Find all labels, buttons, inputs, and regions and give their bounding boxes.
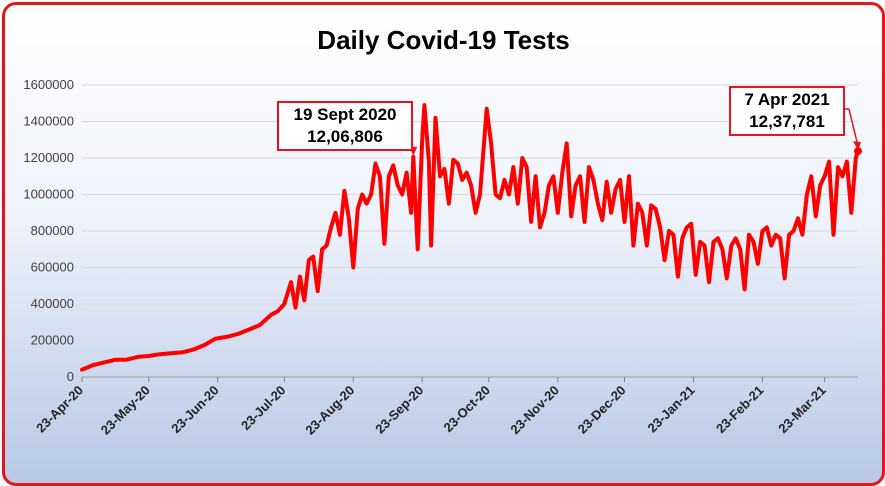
y-tick-label: 400000 <box>31 296 74 311</box>
y-tick-label: 800000 <box>31 223 74 238</box>
x-tick-label: 23-Feb-21 <box>713 383 767 437</box>
chart-title: Daily Covid-19 Tests <box>317 25 570 55</box>
annotation-date: 19 Sept 2020 <box>293 105 397 124</box>
annotation-arrow <box>848 108 859 147</box>
y-tick-label: 600000 <box>31 260 74 275</box>
y-tick-label: 0 <box>67 369 74 384</box>
x-tick-label: 23-Apr-20 <box>33 383 86 436</box>
x-tick-label: 23-Mar-21 <box>775 383 829 437</box>
grid-lines <box>82 84 858 378</box>
annotation-apr-2021: 7 Apr 2021 12,37,781 <box>729 86 845 136</box>
x-tick-label: 23-Jul-20 <box>238 383 288 433</box>
series-line <box>80 103 860 372</box>
annotation-value: 12,06,806 <box>307 127 383 146</box>
y-tick-label: 1600000 <box>23 77 74 92</box>
y-tick-label: 1000000 <box>23 187 74 202</box>
x-tick-label: 23-Jun-20 <box>168 383 222 437</box>
x-tick-label: 23-Nov-20 <box>507 383 562 438</box>
y-tick-label: 200000 <box>31 333 74 348</box>
annotation-sept-2020: 19 Sept 2020 12,06,806 <box>277 101 413 151</box>
y-tick-label: 1400000 <box>23 114 74 129</box>
x-axis: 23-Apr-20 23-May-20 23-Jun-20 23-Jul-20 23-A… <box>33 377 829 438</box>
x-tick-label: 23-May-20 <box>98 383 153 438</box>
y-tick-label: 1200000 <box>23 150 74 165</box>
data-point-marker <box>854 147 862 156</box>
line-chart: 0 200000 400000 600000 800000 1000000 1200000 1… <box>23 77 862 438</box>
y-axis: 0 200000 400000 600000 800000 1000000 1200000 1… <box>23 77 74 384</box>
x-tick-label: 23-Sep-20 <box>372 383 426 437</box>
x-tick-label: 23-Dec-20 <box>575 383 629 437</box>
annotation-value: 12,37,781 <box>749 112 825 131</box>
annotation-date: 7 Apr 2021 <box>744 90 830 109</box>
arrow-head <box>853 141 861 151</box>
x-tick-label: 23-Jan-21 <box>645 383 698 436</box>
x-tick-label: 23-Aug-20 <box>302 383 357 438</box>
x-tick-label: 23-Oct-20 <box>441 383 494 436</box>
